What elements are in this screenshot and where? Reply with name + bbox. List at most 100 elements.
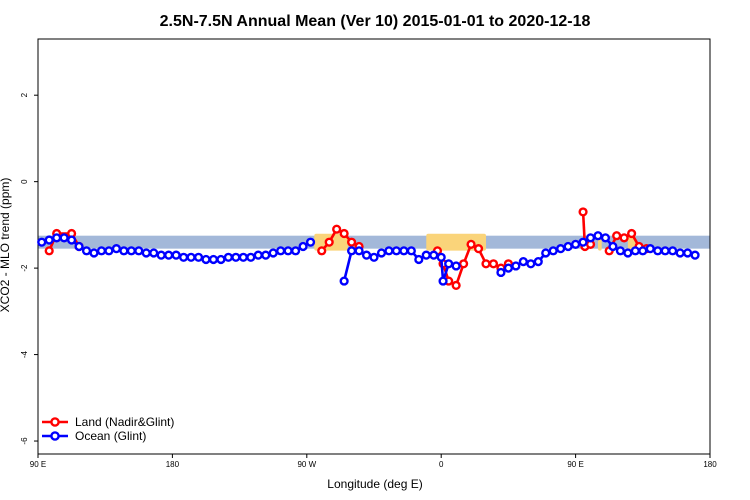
data-point xyxy=(630,246,640,256)
legend-marker xyxy=(50,417,60,427)
data-point xyxy=(164,250,174,260)
data-point xyxy=(104,246,114,256)
data-point xyxy=(369,252,379,262)
data-point xyxy=(481,259,491,269)
data-point xyxy=(619,233,629,243)
y-tick-label: 2 xyxy=(20,92,29,97)
data-point xyxy=(578,207,588,217)
data-point xyxy=(451,280,461,291)
x-axis-label: Longitude (deg E) xyxy=(327,477,422,491)
y-axis-label: XCO2 - MLO trend (ppm) xyxy=(0,178,12,313)
x-tick-label: 180 xyxy=(703,460,717,469)
data-point xyxy=(600,233,611,243)
data-point xyxy=(429,250,439,260)
data-point xyxy=(626,228,637,239)
data-point xyxy=(384,246,394,256)
data-point xyxy=(556,244,566,254)
ocean-band xyxy=(38,235,710,249)
data-point xyxy=(141,248,151,258)
data-point xyxy=(653,246,663,256)
data-point xyxy=(66,235,77,245)
data-point xyxy=(347,246,357,256)
data-point xyxy=(291,246,301,256)
data-point xyxy=(354,246,364,256)
data-point xyxy=(261,250,271,260)
data-point xyxy=(89,248,99,258)
data-point xyxy=(52,233,62,243)
data-point xyxy=(186,252,196,262)
y-tick-label: -2 xyxy=(20,264,29,272)
data-point xyxy=(488,259,499,269)
data-point xyxy=(645,244,655,254)
x-tick-label: 0 xyxy=(439,460,444,469)
series-ocean xyxy=(37,231,700,286)
data-point xyxy=(134,246,144,256)
y-tick-label: -4 xyxy=(20,350,29,358)
x-tick-label: 90 E xyxy=(567,460,583,469)
data-point xyxy=(231,252,241,262)
plot-frame xyxy=(37,38,711,455)
data-point xyxy=(201,254,211,265)
data-point xyxy=(223,252,234,262)
data-point xyxy=(682,248,693,258)
data-point xyxy=(623,248,633,258)
data-point xyxy=(149,248,159,258)
chart-title: 2.5N-7.5N Annual Mean (Ver 10) 2015-01-0… xyxy=(160,13,591,30)
data-point xyxy=(283,246,293,256)
data-point xyxy=(436,252,446,262)
background-band xyxy=(38,233,710,251)
data-point xyxy=(466,239,476,249)
data-point xyxy=(459,259,469,269)
data-point xyxy=(541,248,551,258)
data-point xyxy=(44,235,54,245)
data-point xyxy=(526,259,536,269)
data-point xyxy=(276,246,286,256)
x-tick-label: 180 xyxy=(166,460,180,469)
axes: 90 E 180 90 W 0 90 E 180 2 0 -2 -4 -6 xyxy=(20,38,717,469)
data-point xyxy=(96,246,107,256)
data-point xyxy=(612,231,622,241)
data-point xyxy=(660,246,670,256)
data-point xyxy=(608,241,618,252)
y-tick-label: -6 xyxy=(20,437,29,445)
data-point xyxy=(563,241,573,252)
data-point xyxy=(216,254,226,265)
data-point xyxy=(59,233,69,243)
data-point xyxy=(406,246,416,256)
data-point xyxy=(305,237,316,247)
data-point xyxy=(503,263,514,273)
data-point xyxy=(44,246,54,256)
data-point xyxy=(324,237,334,247)
data-point xyxy=(339,276,349,286)
data-point xyxy=(268,248,278,258)
data-point xyxy=(298,241,308,252)
data-point xyxy=(253,250,263,260)
data-point xyxy=(156,250,166,260)
data-point xyxy=(74,241,84,252)
data-point xyxy=(339,228,349,239)
data-point xyxy=(193,252,204,262)
y-tick-label: 0 xyxy=(20,179,29,184)
data-point xyxy=(668,246,678,256)
data-point xyxy=(246,252,256,262)
data-point xyxy=(179,252,189,262)
data-point xyxy=(208,254,219,265)
x-tick-label: 90 E xyxy=(30,460,46,469)
x-tick-label: 90 W xyxy=(297,460,316,469)
legend-marker xyxy=(50,431,60,441)
data-point xyxy=(675,248,685,258)
data-point xyxy=(317,246,327,256)
data-point xyxy=(690,250,700,260)
data-point xyxy=(585,233,596,243)
data-point xyxy=(518,257,528,267)
data-point xyxy=(119,246,129,256)
data-point xyxy=(533,257,543,267)
data-point xyxy=(511,261,521,271)
data-point xyxy=(444,259,454,269)
data-point xyxy=(421,250,431,260)
data-point xyxy=(361,250,372,260)
data-point xyxy=(37,237,47,247)
data-point xyxy=(238,252,248,262)
data-point xyxy=(399,246,409,256)
data-point xyxy=(81,246,92,256)
